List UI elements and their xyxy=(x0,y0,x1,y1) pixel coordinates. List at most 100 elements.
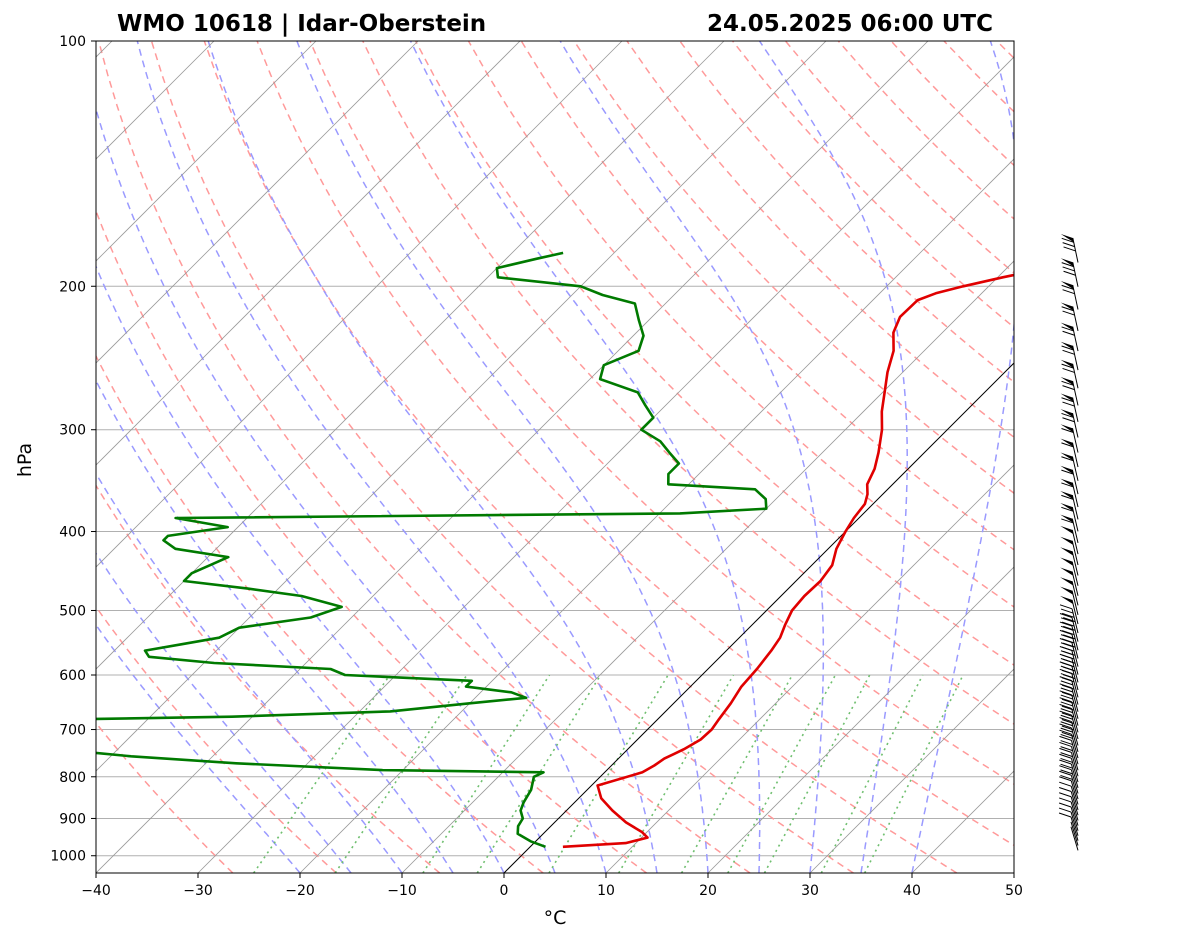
wind-barb-flag xyxy=(1062,289,1075,295)
wind-barb-pennant xyxy=(1060,547,1074,556)
wind-barb-staff xyxy=(1071,506,1079,532)
wind-barb-staff xyxy=(1071,727,1079,752)
dry-adiabats xyxy=(96,41,1014,873)
wind-barb-flag xyxy=(1058,807,1072,813)
wind-barb-flag xyxy=(1061,630,1075,636)
wind-barb-pennant xyxy=(1060,438,1074,447)
wind-barb-flag xyxy=(1060,763,1073,769)
wind-barb-flag xyxy=(1061,397,1074,403)
wind-barb-flag xyxy=(1060,701,1073,707)
wind-barb-flag xyxy=(1060,680,1074,686)
wind-barb-flag xyxy=(1060,694,1073,700)
moist-adiabat xyxy=(911,41,1014,873)
wind-barb-flag xyxy=(1061,237,1074,243)
moist-adiabat xyxy=(96,472,403,873)
wind-barb-flag xyxy=(1063,617,1076,623)
wind-barb-flag xyxy=(1059,776,1072,782)
dry-adiabat xyxy=(626,41,1014,439)
chart-title-datetime: 24.05.2025 06:00 UTC xyxy=(707,11,993,37)
wind-barb-flag xyxy=(1063,270,1076,276)
wind-barb-flag xyxy=(1060,774,1073,780)
wind-barb-pennant xyxy=(1060,595,1074,605)
dry-adiabat xyxy=(96,209,647,873)
dry-adiabat xyxy=(837,41,1014,220)
wind-barb-flag xyxy=(1059,613,1073,619)
wind-barb-staff xyxy=(1070,780,1079,805)
wind-barb-staff xyxy=(1071,581,1079,606)
wind-barb-flag xyxy=(1061,612,1075,618)
chart-title-station: WMO 10618 | Idar-Oberstein xyxy=(117,11,486,37)
wind-barb-pennant xyxy=(1060,341,1074,351)
wind-barb-flag xyxy=(1061,506,1074,512)
y-tick-label: 200 xyxy=(59,279,86,295)
wind-barb-flag xyxy=(1060,708,1073,714)
wind-barb-flag xyxy=(1063,625,1076,631)
dry-adiabat xyxy=(96,354,544,873)
wind-barb-flag xyxy=(1060,727,1073,733)
wind-barb-flag xyxy=(1059,717,1072,723)
wind-barb-flag xyxy=(1062,349,1075,355)
wind-barb-pennant xyxy=(1060,525,1074,535)
wind-barb-flag xyxy=(1059,781,1072,787)
dry-adiabat xyxy=(96,484,441,873)
wind-barb-flag xyxy=(1060,608,1074,614)
wind-barb-flag xyxy=(1060,687,1073,693)
moist-adiabat xyxy=(96,264,505,873)
wind-barb-flag xyxy=(1061,518,1074,524)
wind-barb-pennant xyxy=(1060,536,1074,546)
wind-barb-pennant xyxy=(1060,452,1074,461)
wind-barb-flag xyxy=(1060,769,1073,775)
y-tick-label: 300 xyxy=(59,423,86,439)
x-tick-label: 10 xyxy=(597,883,615,899)
wind-barb-flag xyxy=(1059,770,1072,776)
wind-barbs xyxy=(1058,233,1079,851)
dry-adiabat xyxy=(996,41,1014,60)
mixing-ratio-line xyxy=(727,674,837,873)
x-tick-label: 50 xyxy=(1005,883,1023,899)
wind-barb-flag xyxy=(1061,731,1074,737)
wind-barb-pennant xyxy=(1060,577,1074,586)
wind-barb-flag xyxy=(1058,797,1072,803)
wind-barb-flag xyxy=(1063,246,1076,252)
wind-barb-flag xyxy=(1061,684,1075,690)
wind-barb-flag xyxy=(1059,710,1072,716)
isotherm xyxy=(197,56,1014,873)
x-tick-label: 30 xyxy=(801,883,819,899)
dry-adiabat xyxy=(784,41,1014,274)
wind-barb-flag xyxy=(1061,654,1075,660)
wind-barb-flag xyxy=(1061,646,1075,652)
wind-barb-flag xyxy=(1062,666,1076,672)
wind-barb-flag xyxy=(1061,482,1074,488)
dry-adiabat xyxy=(520,41,1014,551)
wind-barb-flag xyxy=(1059,629,1073,635)
wind-barb-flag xyxy=(1061,719,1075,724)
wind-barb-pennant xyxy=(1060,586,1074,595)
dry-adiabat xyxy=(256,41,1014,847)
wind-barb-staff xyxy=(1070,796,1079,821)
wind-barb-flag xyxy=(1061,469,1074,475)
moist-adiabat xyxy=(296,41,709,873)
moist-adiabat xyxy=(96,552,352,873)
wind-barb-staff xyxy=(1070,806,1079,831)
isotherm xyxy=(707,566,1014,873)
wind-barb-flag xyxy=(1059,765,1072,771)
wind-barb-staff xyxy=(1070,791,1079,816)
plot-area xyxy=(96,41,1014,873)
wind-barb-flag xyxy=(1059,604,1073,610)
wind-barb-pennant xyxy=(1060,377,1074,386)
wind-barb-staff xyxy=(1071,540,1079,566)
wind-barb-flag xyxy=(1062,266,1075,272)
y-tick-label: 100 xyxy=(59,34,86,50)
wind-barb-pennant xyxy=(1060,567,1074,576)
dry-adiabat xyxy=(362,41,1014,725)
wind-barb-staff xyxy=(1071,469,1079,495)
wind-barb-flag xyxy=(1061,669,1075,675)
y-tick-label: 400 xyxy=(59,525,86,541)
mixing-ratio-line xyxy=(763,674,871,873)
wind-barb-flag xyxy=(1061,725,1074,731)
wind-barb-staff xyxy=(1071,518,1079,544)
y-tick-label: 800 xyxy=(59,770,86,786)
isotherm xyxy=(605,464,1014,873)
mixing-ratio-line xyxy=(820,674,924,873)
wind-barb-flag xyxy=(1059,621,1073,627)
